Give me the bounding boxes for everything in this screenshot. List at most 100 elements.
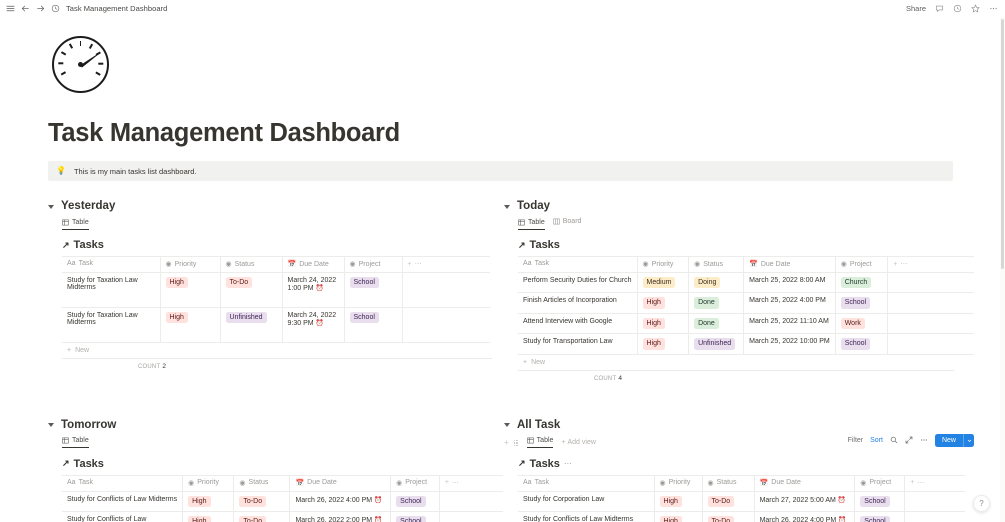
page-scrollbar-track[interactable] [1000, 17, 1005, 522]
toggle-tomorrow[interactable]: Tomorrow [48, 419, 503, 431]
database-title-all-task[interactable]: ↗ Tasks ⋯ [518, 458, 974, 470]
table-row[interactable]: Study for Transportation Law High Unfini… [518, 333, 974, 355]
cell-project[interactable]: School [344, 272, 403, 308]
cell-status[interactable]: Unfinished [688, 333, 745, 355]
search-icon[interactable] [890, 436, 898, 444]
cell-project[interactable]: School [854, 511, 906, 522]
column-header-task[interactable]: Aa Task [62, 256, 161, 273]
caret-down-icon[interactable] [504, 423, 510, 428]
column-header-status[interactable]: ◉ Status [220, 256, 283, 273]
column-header-priority[interactable]: ◉ Priority [637, 256, 690, 273]
cell-due-date[interactable]: March 25, 2022 11:10 AM [743, 313, 836, 335]
cell-priority[interactable]: High [182, 511, 235, 522]
cell-task[interactable]: Study for Taxation Law Midterms [62, 307, 161, 343]
column-header-due-date[interactable]: 📅 Due Date [282, 256, 345, 273]
toggle-yesterday[interactable]: Yesterday [48, 200, 503, 212]
database-title-today[interactable]: ↗ Tasks [518, 239, 974, 251]
cell-task[interactable]: Study for Conflicts of Law [62, 511, 184, 522]
cell-task[interactable]: Study for Conflicts of Law Midterms [62, 491, 184, 513]
chevron-down-icon[interactable] [963, 433, 974, 447]
cell-task[interactable]: Attend Interview with Google [518, 313, 638, 335]
column-header-due-date[interactable]: 📅 Due Date [754, 474, 856, 492]
cell-project[interactable]: School [835, 333, 889, 355]
column-header-project[interactable]: ◉ Project [344, 256, 403, 273]
column-header-task[interactable]: Aa Task [518, 474, 655, 492]
cell-status[interactable]: Done [688, 292, 745, 314]
column-header-actions[interactable]: + ⋯ [887, 256, 974, 273]
table-row[interactable]: Finish Articles of Incorporation High Do… [518, 292, 974, 314]
cell-task[interactable]: Study for Taxation Law Midterms [62, 272, 161, 308]
table-row[interactable]: Study for Conflicts of Law High To-Do Ma… [62, 511, 503, 522]
table-row[interactable]: Study for Taxation Law Midterms High To-… [62, 272, 490, 308]
column-header-status[interactable]: ◉ Status [702, 474, 755, 492]
cell-status[interactable]: To-Do [220, 272, 283, 308]
column-header-project[interactable]: ◉ Project [835, 256, 889, 273]
cell-due-date[interactable]: March 26, 2022 4:00 PM ⏰ [289, 491, 392, 513]
cell-priority[interactable]: High [637, 292, 690, 314]
table-row[interactable]: Study for Taxation Law Midterms High Unf… [62, 307, 490, 343]
column-header-priority[interactable]: ◉ Priority [160, 256, 221, 273]
cell-status[interactable]: Doing [688, 272, 745, 294]
cell-priority[interactable]: High [637, 313, 690, 335]
tab-table[interactable]: Table [518, 219, 545, 230]
column-header-actions[interactable]: + ⋯ [402, 256, 490, 273]
tab-board[interactable]: Board [553, 218, 581, 229]
cell-priority[interactable]: High [637, 333, 690, 355]
more-horizontal-icon[interactable] [920, 436, 928, 444]
new-row-button-yesterday[interactable]: + New [62, 343, 492, 359]
tab-table[interactable]: Table [62, 219, 89, 230]
cell-project[interactable]: Church [835, 272, 889, 294]
more-horizontal-icon[interactable]: ⋯ [414, 261, 422, 268]
filter-button[interactable]: Filter [847, 436, 864, 444]
cell-status[interactable]: Unfinished [220, 307, 283, 343]
more-horizontal-icon[interactable]: ⋯ [900, 261, 908, 268]
cell-priority[interactable]: High [160, 307, 221, 343]
comment-icon[interactable] [935, 4, 944, 13]
column-header-project[interactable]: ◉ Project [390, 474, 440, 492]
caret-down-icon[interactable] [48, 423, 54, 428]
column-header-due-date[interactable]: 📅 Due Date [743, 256, 836, 273]
more-horizontal-icon[interactable]: ⋯ [563, 459, 573, 469]
more-horizontal-icon[interactable] [989, 4, 998, 13]
tab-table[interactable]: Table [62, 437, 89, 449]
cell-due-date[interactable]: March 26, 2022 2:00 PM ⏰ [289, 511, 392, 522]
cell-due-date[interactable]: March 24, 2022 1:00 PM ⏰ [282, 272, 345, 308]
cell-project[interactable]: School [854, 491, 906, 513]
table-row[interactable]: Study for Conflicts of Law Midterms High… [62, 491, 503, 513]
hamburger-menu-icon[interactable] [6, 4, 15, 13]
add-column-icon[interactable]: + [893, 260, 898, 268]
more-horizontal-icon[interactable]: ⋯ [451, 479, 459, 487]
clock-history-icon[interactable] [953, 4, 962, 13]
drag-handle-icon[interactable] [513, 439, 518, 446]
cell-status[interactable]: To-Do [233, 491, 291, 513]
cell-due-date[interactable]: March 24, 2022 9:30 PM ⏰ [282, 307, 345, 343]
column-header-priority[interactable]: ◉ Priority [182, 474, 235, 492]
database-title-yesterday[interactable]: ↗ Tasks [62, 239, 503, 251]
table-row[interactable]: Perform Security Duties for Church Mediu… [518, 272, 974, 294]
more-horizontal-icon[interactable]: ⋯ [917, 479, 925, 487]
share-button[interactable]: Share [905, 3, 926, 13]
cell-priority[interactable]: High [654, 511, 703, 522]
cell-task[interactable]: Perform Security Duties for Church [518, 272, 638, 294]
cell-project[interactable]: School [344, 307, 403, 343]
cell-task[interactable]: Study for Conflicts of Law Midterms [518, 511, 655, 522]
tab-table[interactable]: Table [526, 437, 554, 449]
cell-project[interactable]: School [835, 292, 889, 314]
cell-due-date[interactable]: March 25, 2022 10:00 PM [743, 333, 836, 355]
cell-priority[interactable]: Medium [637, 272, 690, 294]
add-column-icon[interactable]: + [444, 479, 449, 487]
page-scrollbar-thumb[interactable] [1001, 19, 1004, 269]
column-header-task[interactable]: Aa Task [62, 474, 184, 492]
table-row[interactable]: Study for Corporation Law High To-Do Mar… [518, 491, 965, 513]
cell-project[interactable]: School [390, 491, 440, 513]
column-header-task[interactable]: Aa Task [518, 256, 638, 273]
new-row-button-today[interactable]: + New [518, 355, 954, 371]
cell-task[interactable]: Finish Articles of Incorporation [518, 292, 638, 314]
caret-down-icon[interactable] [504, 204, 510, 209]
cell-project[interactable]: Work [835, 313, 889, 335]
page-icon[interactable] [52, 36, 965, 93]
expand-icon[interactable] [905, 436, 913, 444]
add-column-icon[interactable]: + [407, 260, 412, 268]
sort-button[interactable]: Sort [870, 436, 883, 444]
toggle-today[interactable]: Today [504, 200, 974, 212]
